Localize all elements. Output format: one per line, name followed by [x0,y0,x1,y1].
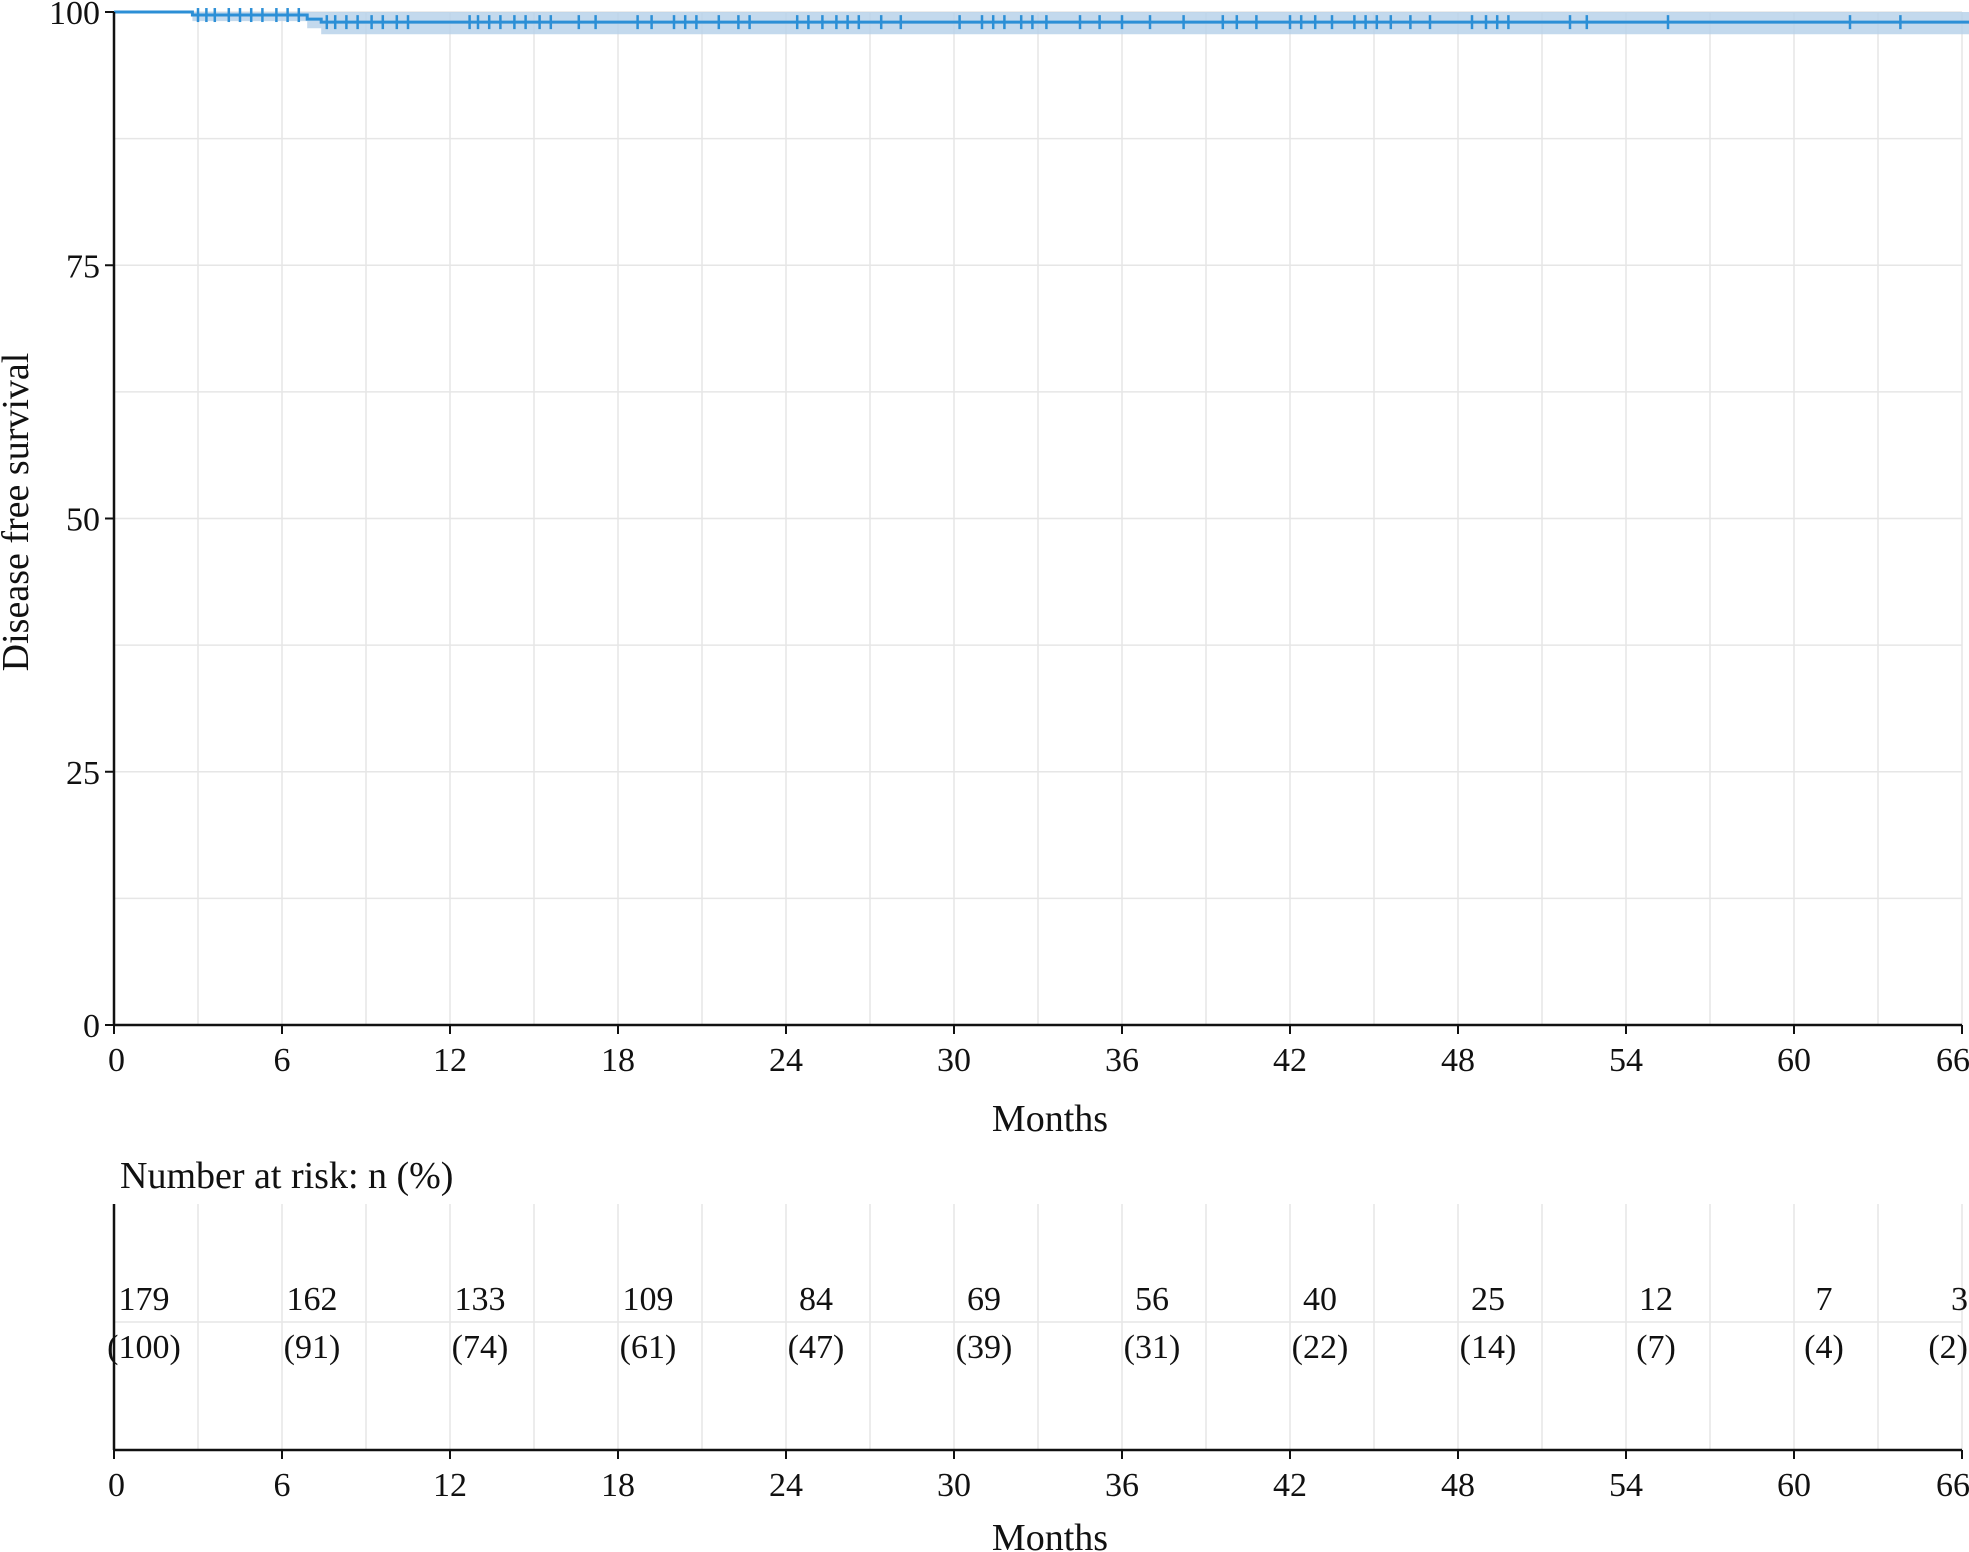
survival-y-axis-label: Disease free survival [0,353,37,672]
risk-count: 3 [1951,1281,1968,1318]
risk-table-grid [114,1204,1963,1450]
risk-percent: (47) [788,1329,845,1366]
y-tick-label: 0 [83,1008,100,1045]
risk-table-x-axis-label: Months [992,1517,1108,1552]
x-tick-label: 42 [1273,1042,1307,1079]
x-tick-label: 54 [1609,1042,1643,1079]
censor-marks [196,8,1902,30]
risk-table-values: 179 (100) 162 (91) 133 (74) 109 (61) 84 (47) 69 (39… [107,1281,1968,1366]
risk-table: Number at risk: n (%) 179 (100) 162 (91) 133… [107,1155,1969,1552]
risk-table-axes [112,1204,1963,1459]
risk-x-tick-label: 36 [1105,1467,1139,1504]
risk-count: 69 [967,1281,1001,1318]
survival-curve [114,10,1969,24]
risk-percent: (4) [1804,1329,1844,1366]
risk-percent: (31) [1124,1329,1181,1366]
risk-count: 133 [455,1281,506,1318]
x-tick-label: 60 [1777,1042,1811,1079]
x-tick-label: 36 [1105,1042,1139,1079]
survival-plot-axes [105,11,1963,1034]
risk-x-tick-label: 24 [769,1467,803,1504]
risk-x-tick-label: 54 [1609,1467,1643,1504]
risk-x-tick-label: 18 [601,1467,635,1504]
x-tick-label: 30 [937,1042,971,1079]
risk-x-tick-label: 6 [274,1467,291,1504]
survival-x-axis-label: Months [992,1098,1108,1140]
risk-percent: (14) [1460,1329,1517,1366]
x-tick-label: 18 [601,1042,635,1079]
risk-percent: (39) [956,1329,1013,1366]
risk-x-tick-label: 12 [433,1467,467,1504]
risk-percent: (91) [284,1329,341,1366]
risk-count: 25 [1471,1281,1505,1318]
x-tick-label: 6 [274,1042,291,1079]
x-tick-label: 66 [1936,1042,1969,1079]
risk-x-tick-label: 66 [1936,1467,1969,1504]
x-tick-label: 12 [433,1042,467,1079]
risk-count: 40 [1303,1281,1337,1318]
y-tick-label: 50 [66,502,100,539]
risk-percent: (22) [1292,1329,1349,1366]
survival-plot-grid [114,11,1963,1025]
y-tick-label: 75 [66,248,100,285]
risk-count: 179 [119,1281,170,1318]
risk-count: 7 [1816,1281,1833,1318]
survival-x-tick-labels: 0 6 12 18 24 30 36 42 48 54 60 66 [108,1042,1969,1079]
risk-percent: (74) [452,1329,509,1366]
risk-x-tick-label: 0 [108,1467,125,1504]
risk-x-tick-label: 60 [1777,1467,1811,1504]
x-tick-label: 0 [108,1042,125,1079]
risk-count: 12 [1639,1281,1673,1318]
y-tick-label: 25 [66,755,100,792]
survival-y-tick-labels: 0 25 50 75 100 [49,0,100,1045]
risk-table-x-tick-labels: 0 6 12 18 24 30 36 42 48 54 60 66 [108,1467,1969,1504]
risk-x-tick-label: 42 [1273,1467,1307,1504]
risk-x-tick-label: 30 [937,1467,971,1504]
risk-x-tick-label: 48 [1441,1467,1475,1504]
risk-count: 162 [287,1281,338,1318]
risk-percent: (7) [1636,1329,1676,1366]
y-tick-label: 100 [49,0,100,32]
risk-percent: (2) [1928,1329,1968,1366]
risk-count: 109 [623,1281,674,1318]
x-tick-label: 24 [769,1042,803,1079]
risk-count: 56 [1135,1281,1169,1318]
risk-table-title: Number at risk: n (%) [120,1155,453,1197]
risk-percent: (100) [107,1329,181,1366]
risk-percent: (61) [620,1329,677,1366]
survival-plot: 0 6 12 18 24 30 36 42 48 54 60 66 0 25 50 75 100 Months… [0,0,1969,1140]
risk-count: 84 [799,1281,833,1318]
x-tick-label: 48 [1441,1042,1475,1079]
